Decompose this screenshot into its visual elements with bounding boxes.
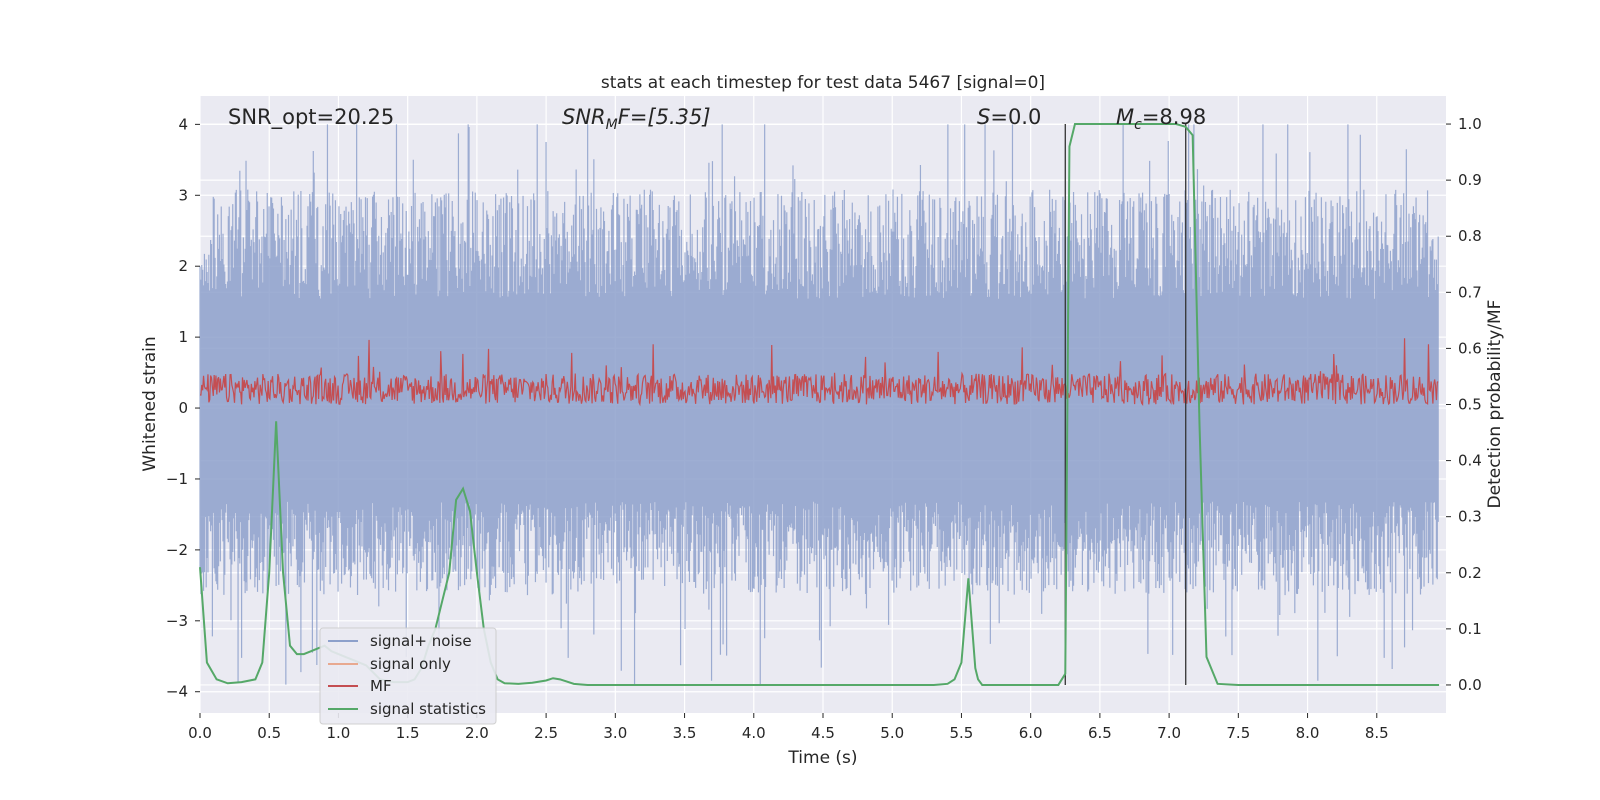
legend-label-signal-only: signal only [370,655,451,673]
x-tick-label: 5.0 [880,724,904,742]
x-tick-label: 1.5 [396,724,420,742]
x-tick-label: 2.0 [465,724,489,742]
x-tick-label: 3.5 [673,724,697,742]
x-tick-label: 4.5 [811,724,835,742]
y-right-tick-label: 0.3 [1458,508,1482,526]
annotation-snr-mf: SNRMF=[5.35] [562,105,711,133]
y-right-tick-label: 0.9 [1458,171,1482,189]
signal-statistics-line [199,123,1440,686]
y-right-tick-label: 0.1 [1458,620,1482,638]
x-tick-label: 2.5 [534,724,558,742]
y-right-tick-label: 0.2 [1458,564,1482,582]
x-tick-label: 1.0 [327,724,351,742]
y-right-tick-label: 0.7 [1458,283,1482,301]
y-left-tick-label: 2 [178,257,188,275]
annotation-snr-mf-base: SNR [562,105,606,129]
y-left-tick-label: 4 [178,115,188,133]
x-axis-label: Time (s) [787,748,857,768]
y-left-tick-label: 1 [178,328,188,346]
legend-label-mf: MF [370,677,392,695]
x-tick-label: 4.0 [742,724,766,742]
legend-label-signal-plus-noise: signal+ noise [370,632,472,650]
x-tick-label: 7.5 [1226,724,1250,742]
x-tick-label: 6.0 [1019,724,1043,742]
y-right-tick-label: 0.8 [1458,227,1482,245]
legend-box [319,627,497,725]
x-tick-label: 6.5 [1088,724,1112,742]
y-right-axis-ticks: 1.0 0.9 0.8 0.7 0.6 0.5 0.4 0.3 0.2 0.1 0.0 [1446,115,1482,694]
y-right-axis-label: Detection probability/MF [1485,300,1505,509]
y-right-tick-label: 0.6 [1458,339,1482,357]
y-left-tick-label: −2 [166,541,188,559]
annotation-s-rest: =0.0 [990,105,1041,129]
x-tick-label: 3.0 [603,724,627,742]
legend-label-signal-statistics: signal statistics [370,700,486,718]
annotation-s-var: S [977,105,990,129]
x-axis-ticks: 0.0 0.5 1.0 1.5 2.0 2.5 3.0 3.5 4.0 4.5 5.0 5.5 6.0 6… [188,713,1389,742]
x-tick-label: 7.0 [1157,724,1181,742]
annotation-snr-mf-sub: M [606,117,618,133]
annotation-s-value: S=0.0 [977,105,1041,129]
y-left-tick-label: 0 [178,399,188,417]
y-right-tick-label: 0.5 [1458,396,1482,414]
annotation-mc: Mc=8.98 [1116,105,1206,133]
x-tick-label: 5.5 [950,724,974,742]
y-left-axis-label: Whitened strain [140,336,160,471]
x-tick-label: 0.5 [257,724,281,742]
series-signal-statistics [199,123,1440,686]
y-left-tick-label: −4 [166,683,188,701]
y-left-tick-label: −3 [166,612,188,630]
y-left-axis-ticks: 4 3 2 1 0 −1 −2 −3 −4 [166,115,200,701]
x-tick-label: 0.0 [188,724,212,742]
annotation-snr-mf-rest: F=[5.35] [618,105,711,129]
annotation-mc-sub: c [1134,117,1142,133]
x-tick-label: 8.0 [1296,724,1320,742]
annotation-mc-rest: =8.98 [1142,105,1206,129]
y-left-tick-label: 3 [178,186,188,204]
y-right-tick-label: 0.4 [1458,452,1482,470]
y-right-tick-label: 1.0 [1458,115,1482,133]
series-mf [199,338,1439,407]
annotation-snr-opt: SNR_opt=20.25 [228,105,394,130]
y-right-tick-label: 0.0 [1458,676,1482,694]
x-tick-label: 8.5 [1365,724,1389,742]
y-left-tick-label: −1 [166,470,188,488]
annotation-mc-var: M [1116,105,1134,129]
chart-title: stats at each timestep for test data 546… [601,73,1045,93]
legend: signal+ noise signal only MF signal stat… [319,627,497,725]
mf-line [199,338,1439,407]
